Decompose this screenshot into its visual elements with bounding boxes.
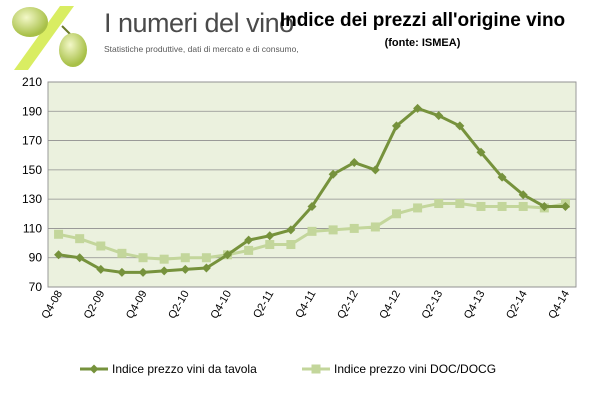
y-tick-label: 130 <box>22 192 42 206</box>
x-tick-label: Q2-11 <box>251 289 276 321</box>
data-point <box>455 121 465 131</box>
data-point <box>286 225 296 235</box>
data-point <box>54 229 64 239</box>
data-point <box>159 266 169 276</box>
y-tick-label: 70 <box>29 280 43 294</box>
series-layer <box>54 103 570 277</box>
y-tick-label: 190 <box>22 104 42 118</box>
data-point <box>370 165 380 175</box>
data-point <box>180 264 190 274</box>
legend-label: Indice prezzo vini da tavola <box>112 362 257 376</box>
series-1 <box>54 103 570 277</box>
grapes-logo-icon <box>12 6 87 70</box>
data-point <box>560 201 570 211</box>
data-point <box>117 248 127 258</box>
y-tick-label: 170 <box>22 134 42 148</box>
x-tick-label: Q2-09 <box>82 289 108 321</box>
data-point <box>518 201 528 211</box>
logo: I numeri del vino Statistiche produttive… <box>0 0 299 78</box>
data-point <box>328 169 338 179</box>
data-point <box>138 267 148 277</box>
data-point <box>539 201 549 211</box>
data-point <box>391 121 401 131</box>
data-point <box>413 103 423 113</box>
data-point <box>518 190 528 200</box>
legend: Indice prezzo vini da tavola Indice prezz… <box>80 362 496 376</box>
data-point <box>96 241 106 251</box>
x-tick-label: Q4-11 <box>293 289 318 321</box>
data-point <box>223 250 233 260</box>
data-point <box>434 111 444 121</box>
x-tick-label: Q4-08 <box>39 289 65 321</box>
data-point <box>265 240 275 250</box>
data-point <box>138 253 148 263</box>
data-point <box>265 231 275 241</box>
data-point <box>159 254 169 264</box>
data-point <box>96 264 106 274</box>
data-point <box>117 267 127 277</box>
x-tick-label: Q4-13 <box>462 288 488 320</box>
data-point <box>370 222 380 232</box>
x-tick-label: Q2-10 <box>166 289 192 321</box>
x-tick-label: Q4-14 <box>546 289 572 321</box>
data-point <box>201 263 211 273</box>
data-point <box>434 199 444 209</box>
data-point <box>244 245 254 255</box>
data-point <box>180 253 190 263</box>
data-point <box>75 253 85 263</box>
data-point <box>307 201 317 211</box>
legend-label: Indice prezzo vini DOC/DOCG <box>334 362 496 376</box>
y-tick-label: 90 <box>29 251 43 265</box>
x-tick-label: Q2-14 <box>504 289 530 321</box>
data-point <box>497 172 507 182</box>
data-point <box>476 201 486 211</box>
data-point <box>349 158 359 168</box>
legend-marker <box>89 364 99 374</box>
x-tick-label: Q2-12 <box>335 289 361 321</box>
data-point <box>328 225 338 235</box>
data-point <box>476 147 486 157</box>
y-tick-label: 210 <box>22 75 42 89</box>
data-point <box>201 253 211 263</box>
data-point <box>54 250 64 260</box>
chart-title: Indice dei prezzi all'origine vino <box>279 10 566 31</box>
data-point <box>244 235 254 245</box>
data-point <box>307 226 317 236</box>
legend-item: Indice prezzo vini da tavola <box>80 362 257 376</box>
x-tick-label: Q4-09 <box>124 289 150 321</box>
x-tick-label: Q4-12 <box>377 289 403 321</box>
y-tick-label: 110 <box>23 221 42 235</box>
legend-item: Indice prezzo vini DOC/DOCG <box>302 362 496 376</box>
y-tick-label: 150 <box>22 163 42 177</box>
data-point <box>286 240 296 250</box>
chart-subtitle: (fonte: ISMEA) <box>384 37 461 49</box>
data-point <box>75 234 85 244</box>
logo-subtitle: Statistiche produttive, dati di mercato … <box>104 44 299 54</box>
data-point <box>455 199 465 209</box>
data-point <box>391 209 401 219</box>
plot-area <box>47 81 577 288</box>
data-point <box>497 201 507 211</box>
data-point <box>413 203 423 213</box>
data-point <box>349 223 359 233</box>
logo-title: I numeri del vino <box>104 8 294 38</box>
x-tick-label: Q2-13 <box>420 289 446 321</box>
x-tick-label: Q4-10 <box>208 289 234 321</box>
x-axis-ticks: Q4-08 Q2-09 Q4-09 Q2-10 Q4-10 Q2-11 Q4-11 Q2-12… <box>39 288 572 320</box>
y-axis-ticks: 70 90 110 130 150 170 190 210 <box>22 75 42 294</box>
legend-marker <box>311 364 321 374</box>
